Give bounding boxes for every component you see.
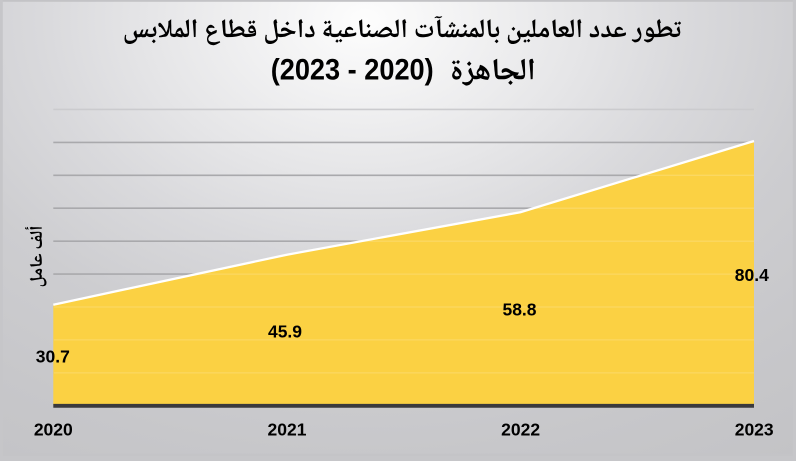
svg-text:2020: 2020 [34,420,73,440]
svg-text:2023: 2023 [735,420,774,440]
svg-text:2022: 2022 [501,420,540,440]
svg-text:(2023 - 2020): (2023 - 2020) [271,55,434,87]
svg-text:80.4: 80.4 [735,265,769,285]
svg-text:45.9: 45.9 [268,321,302,341]
svg-text:30.7: 30.7 [36,346,70,366]
svg-text:58.8: 58.8 [502,299,536,319]
svg-text:2021: 2021 [268,420,307,440]
